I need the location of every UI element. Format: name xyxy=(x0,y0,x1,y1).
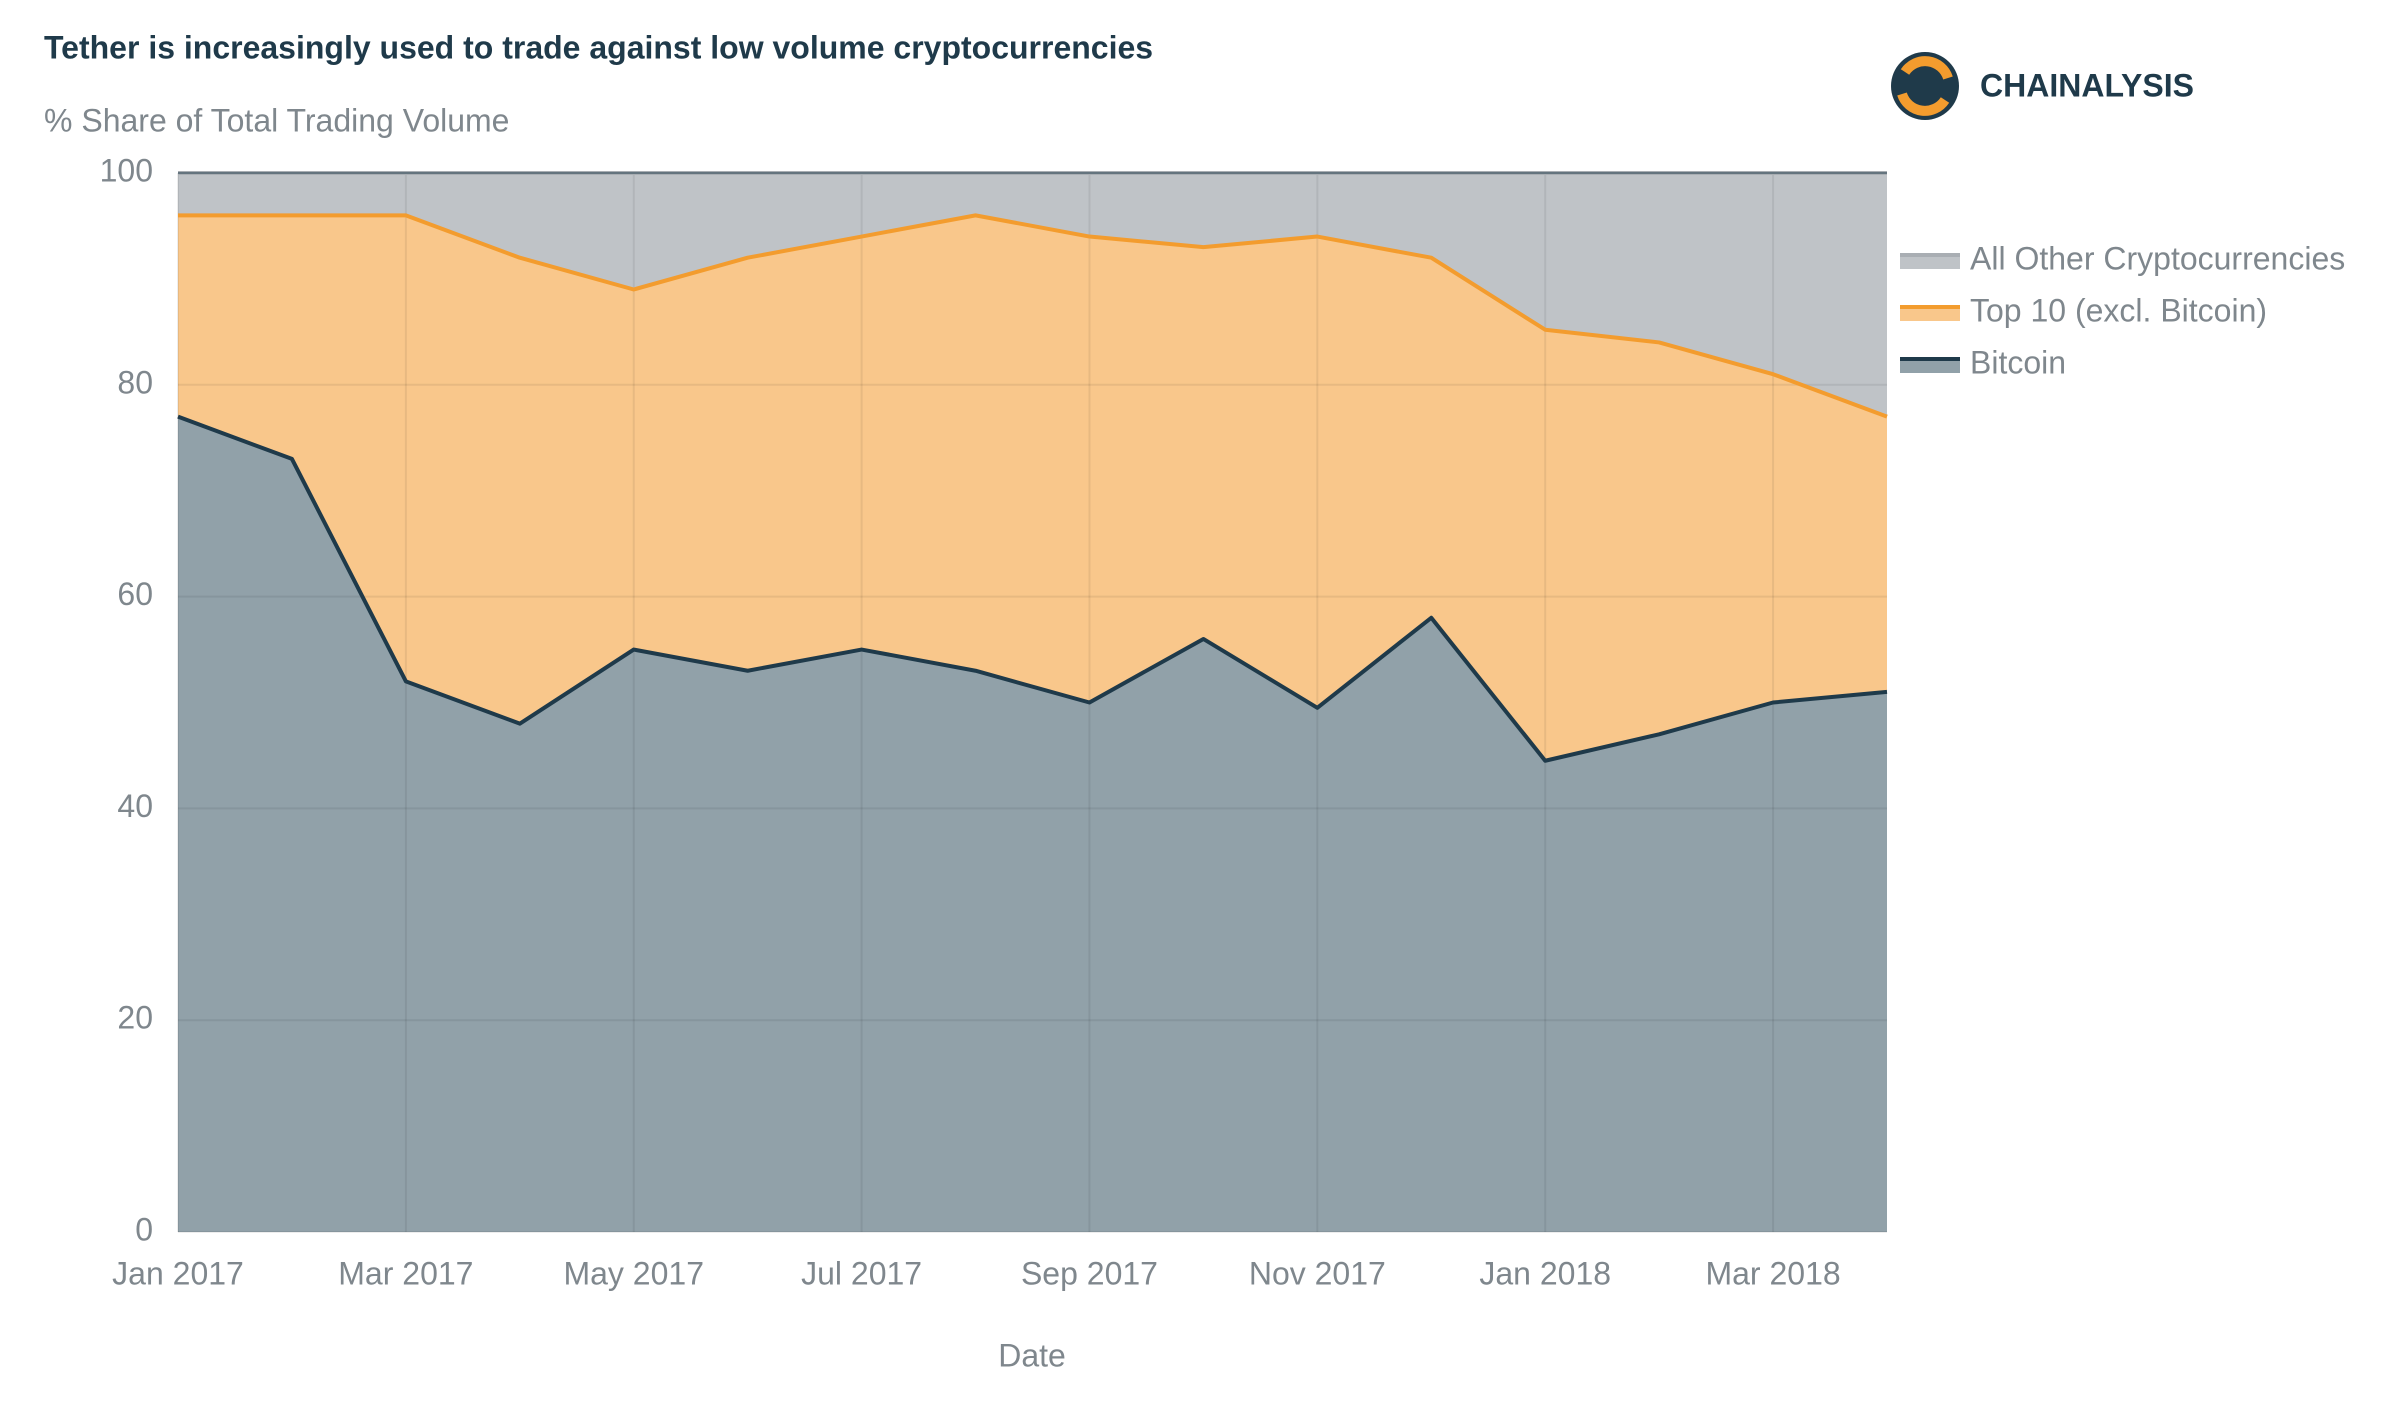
area xyxy=(178,416,1887,1232)
x-tick-label: Jan 2018 xyxy=(1479,1255,1611,1291)
brand-name: CHAINALYSIS xyxy=(1980,67,2194,103)
series-line xyxy=(177,414,1888,763)
y-tick-label: 100 xyxy=(100,152,153,188)
y-tick-label: 80 xyxy=(117,364,153,400)
y-tick-label: 60 xyxy=(117,576,153,612)
x-axis-title: Date xyxy=(998,1337,1066,1373)
legend-swatch xyxy=(1900,359,1960,373)
logo-arc xyxy=(1897,92,1950,116)
y-tick-label: 40 xyxy=(117,788,153,824)
legend-label: Bitcoin xyxy=(1970,344,2066,380)
legend-swatch xyxy=(1900,307,1960,321)
legend-label: All Other Cryptocurrencies xyxy=(1970,240,2345,276)
y-tick-label: 0 xyxy=(135,1211,153,1247)
x-tick-label: Mar 2018 xyxy=(1705,1255,1840,1291)
y-tick-label: 20 xyxy=(117,1000,153,1036)
brand-logo xyxy=(1891,52,1959,120)
legend-swatch xyxy=(1900,255,1960,269)
x-tick-label: Sep 2017 xyxy=(1021,1255,1158,1291)
x-tick-label: Jul 2017 xyxy=(801,1255,922,1291)
x-tick-label: Mar 2017 xyxy=(338,1255,473,1291)
series-line xyxy=(178,213,1888,419)
area xyxy=(178,173,1887,417)
legend-label: Top 10 (excl. Bitcoin) xyxy=(1970,292,2267,328)
area xyxy=(178,215,1887,761)
chart-subtitle: % Share of Total Trading Volume xyxy=(44,102,509,138)
x-tick-label: Nov 2017 xyxy=(1249,1255,1386,1291)
x-tick-label: Jan 2017 xyxy=(112,1255,244,1291)
x-tick-label: May 2017 xyxy=(563,1255,704,1291)
chart-title: Tether is increasingly used to trade aga… xyxy=(44,29,1153,65)
logo-arc xyxy=(1900,56,1953,80)
areas xyxy=(178,173,1887,1232)
